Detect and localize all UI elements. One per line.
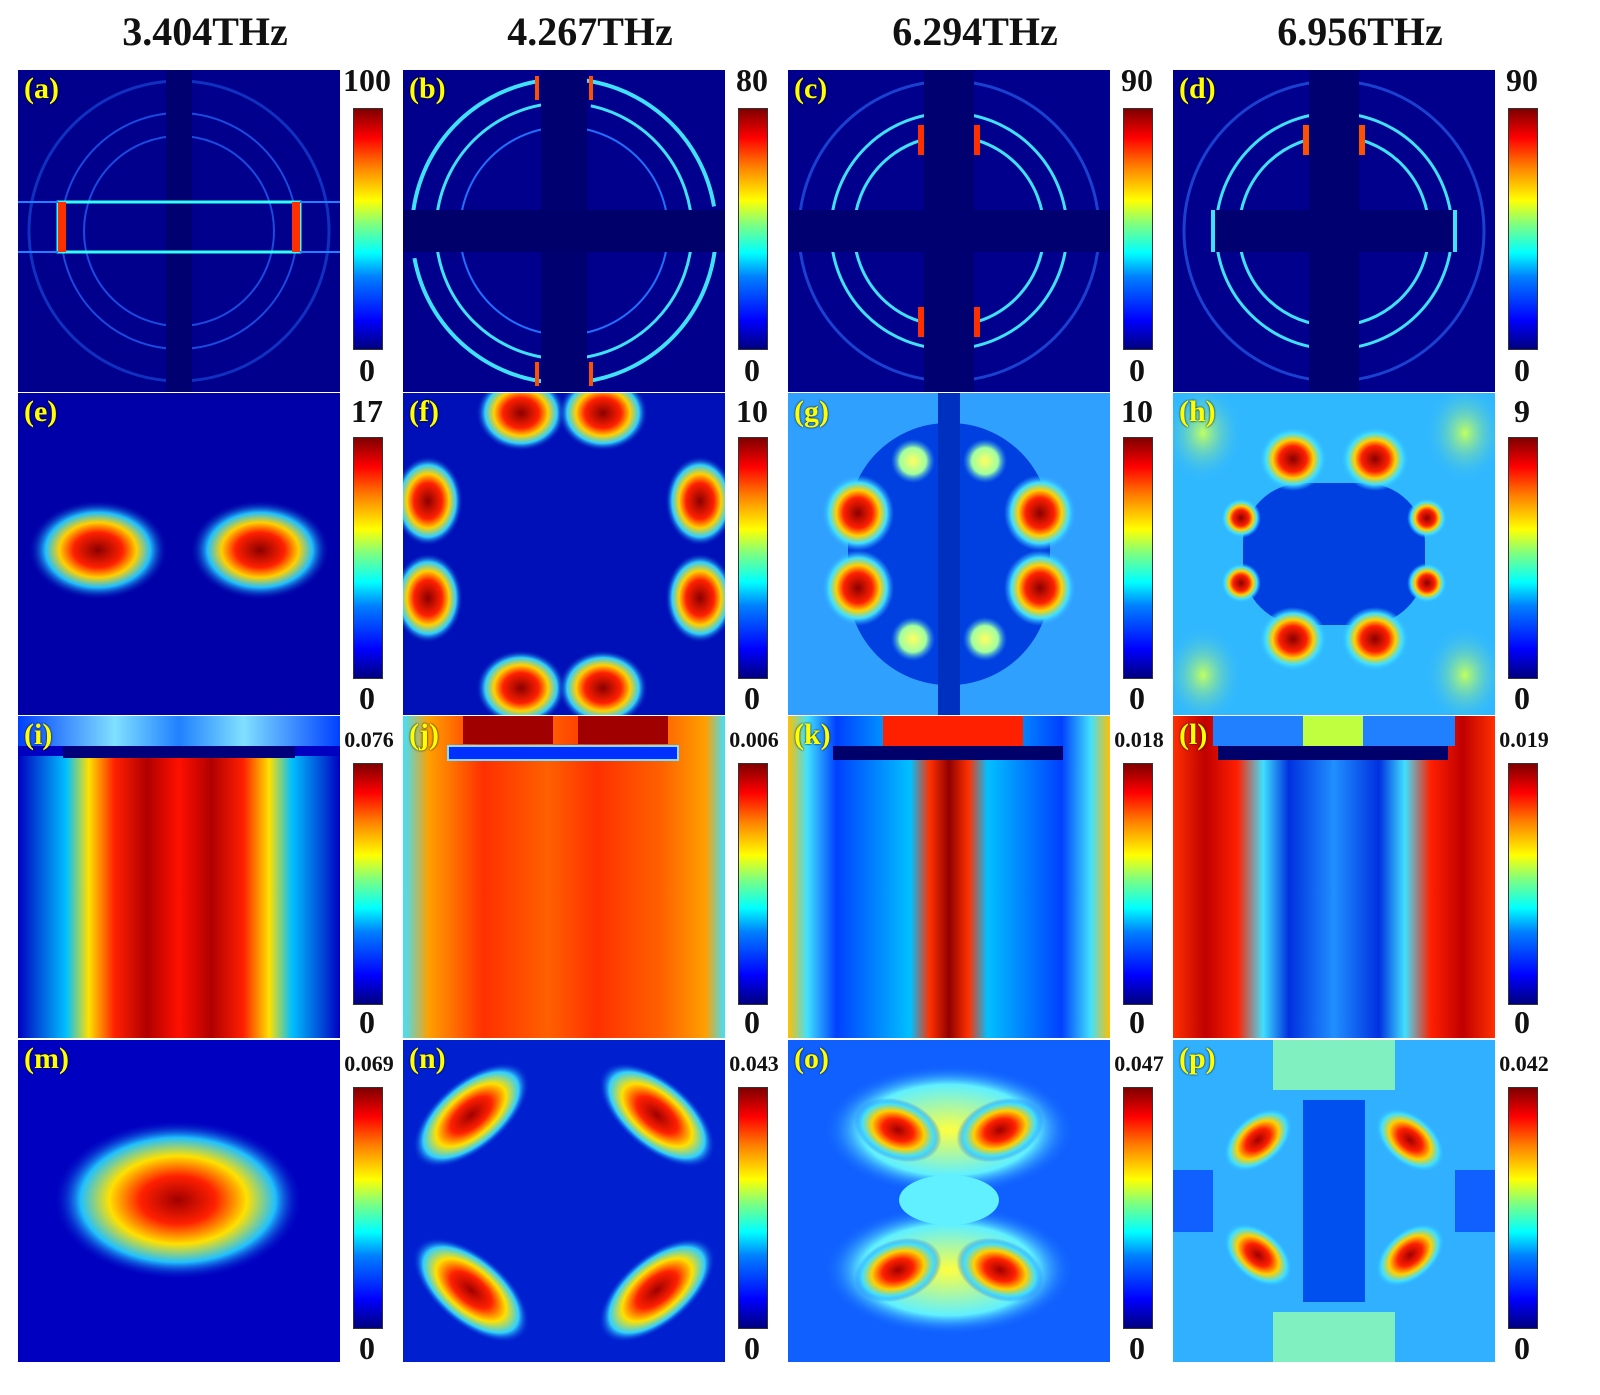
colorbar-min-d: 0	[1514, 352, 1530, 388]
panel-label: (e)	[24, 395, 58, 428]
colorbar-min-a: 0	[359, 352, 375, 388]
colorbar-max-f: 10	[736, 393, 768, 429]
panel-m: (m)	[18, 1040, 340, 1362]
colorbar-max-e: 17	[351, 393, 383, 429]
colorbar-j	[738, 763, 768, 1005]
colorbar-f	[738, 437, 768, 679]
colorbar-min-g: 0	[1129, 680, 1145, 716]
colorbar-p	[1508, 1087, 1538, 1329]
panel-label: (f)	[409, 395, 439, 428]
panel-l: (l)	[1173, 716, 1495, 1038]
colorbar-max-i: 0.076	[344, 727, 394, 752]
colorbar-max-a: 100	[343, 62, 391, 98]
colorbar-max-m: 0.069	[344, 1051, 394, 1076]
panel-label: (a)	[24, 72, 59, 105]
panel-label: (c)	[794, 72, 828, 105]
colorbar-min-j: 0	[744, 1004, 760, 1040]
panel-e: (e)	[18, 393, 340, 715]
colorbar-max-d: 90	[1506, 62, 1538, 98]
colorbar-min-k: 0	[1129, 1004, 1145, 1040]
colorbar-o	[1123, 1087, 1153, 1329]
colorbar-i	[353, 763, 383, 1005]
panel-label: (i)	[24, 718, 53, 751]
colorbar-max-h: 9	[1514, 393, 1530, 429]
colorbar-max-j: 0.006	[729, 727, 779, 752]
colorbar-m	[353, 1087, 383, 1329]
colorbar-max-o: 0.047	[1114, 1051, 1164, 1076]
panel-n: (n)	[403, 1040, 725, 1362]
colorbar-min-n: 0	[744, 1330, 760, 1366]
colorbar-g	[1123, 437, 1153, 679]
panel-h: (h)	[1173, 393, 1495, 715]
colorbar-max-c: 90	[1121, 62, 1153, 98]
panel-label: (h)	[1179, 395, 1216, 428]
colorbar-min-h: 0	[1514, 680, 1530, 716]
panel-p: (p)	[1173, 1040, 1495, 1362]
panel-label: (l)	[1179, 718, 1208, 751]
colorbar-b	[738, 108, 768, 350]
panel-label: (g)	[794, 395, 829, 428]
panel-g: (g)	[788, 393, 1110, 715]
panel-label: (d)	[1179, 72, 1216, 105]
panel-c: (c)	[788, 70, 1110, 392]
panel-label: (k)	[794, 718, 831, 751]
colorbar-min-m: 0	[359, 1330, 375, 1366]
panel-label: (m)	[24, 1042, 69, 1075]
panel-a: (a)	[18, 70, 340, 392]
colorbar-c	[1123, 108, 1153, 350]
panel-label: (j)	[409, 718, 439, 751]
panel-b: (b)	[403, 70, 725, 392]
colorbar-k	[1123, 763, 1153, 1005]
colorbar-max-l: 0.019	[1499, 727, 1549, 752]
colorbar-min-f: 0	[744, 680, 760, 716]
colorbar-max-p: 0.042	[1499, 1051, 1549, 1076]
colorbar-max-b: 80	[736, 62, 768, 98]
colorbar-min-b: 0	[744, 352, 760, 388]
colorbar-a	[353, 108, 383, 350]
column-title-3: 6.294THz	[892, 9, 1058, 54]
colorbar-max-n: 0.043	[729, 1051, 779, 1076]
colorbar-e	[353, 437, 383, 679]
colorbar-max-g: 10	[1121, 393, 1153, 429]
colorbar-l	[1508, 763, 1538, 1005]
panel-i: (i)	[18, 716, 340, 1038]
column-title-4: 6.956THz	[1277, 9, 1443, 54]
colorbar-min-c: 0	[1129, 352, 1145, 388]
column-title-2: 4.267THz	[507, 9, 673, 54]
panel-o: (o)	[788, 1040, 1110, 1362]
panel-label: (b)	[409, 72, 446, 105]
colorbar-min-i: 0	[359, 1004, 375, 1040]
column-title-1: 3.404THz	[122, 9, 288, 54]
colorbar-max-k: 0.018	[1114, 727, 1164, 752]
colorbar-min-p: 0	[1514, 1330, 1530, 1366]
colorbar-min-o: 0	[1129, 1330, 1145, 1366]
panel-f: (f)	[403, 393, 725, 715]
panel-j: (j)	[403, 716, 725, 1038]
panel-label: (o)	[794, 1042, 829, 1075]
panel-label: (n)	[409, 1042, 446, 1075]
colorbar-min-l: 0	[1514, 1004, 1530, 1040]
colorbar-min-e: 0	[359, 680, 375, 716]
panel-k: (k)	[788, 716, 1110, 1038]
colorbar-d	[1508, 108, 1538, 350]
panel-label: (p)	[1179, 1042, 1216, 1075]
colorbar-h	[1508, 437, 1538, 679]
panel-d: (d)	[1173, 70, 1495, 392]
colorbar-n	[738, 1087, 768, 1329]
